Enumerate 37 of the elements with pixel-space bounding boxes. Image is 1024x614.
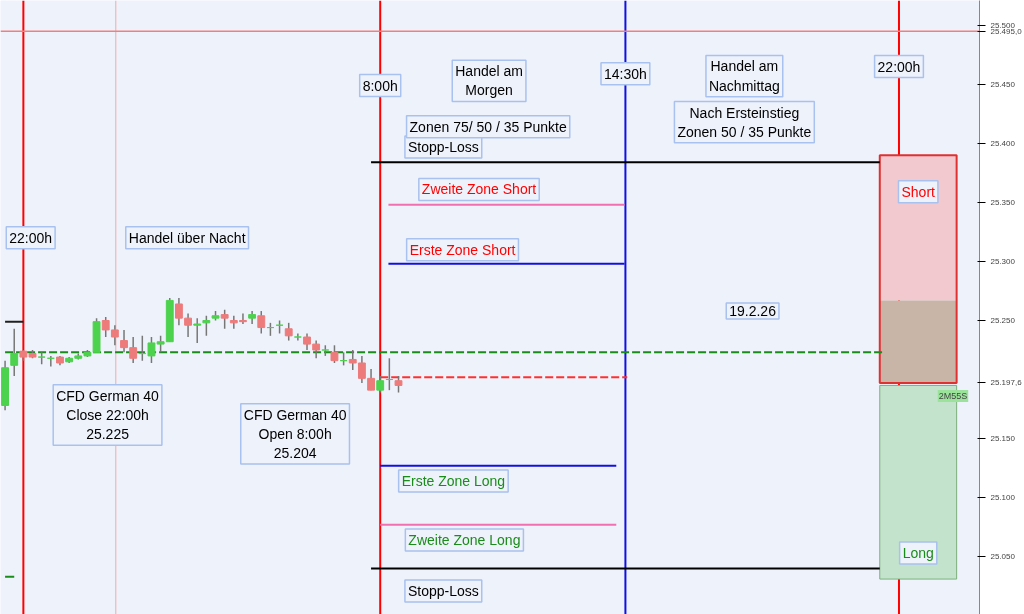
candlestick [220,309,229,330]
annotation: 19.2.26 [729,303,777,320]
y-tick-label: 25.400 [990,138,1016,148]
ref-line-label: Zweite Zone Long [408,532,521,549]
y-tick-label: 25.300 [990,256,1016,266]
annotation: 8:00h [362,77,398,94]
y-tick-label: 25.500 [990,20,1016,30]
y-tick-label: 25.250 [990,315,1016,325]
candlestick [202,315,211,337]
annotation: Handel am Morgen [455,63,523,99]
ref-line-label: Erste Zone Long [401,473,506,490]
y-tick-label: 25.100 [990,493,1016,503]
candlestick [293,332,302,342]
band-label: Long [902,545,934,562]
band-label: Short [901,183,936,200]
ref-line-label: Erste Zone Short [409,241,516,258]
y-tick-label: 25.197,6 [990,377,1023,387]
annotation: 14:30h [604,65,647,82]
ref-line-label: Stopp-Loss [407,138,479,155]
candlestick [193,317,202,344]
y-tick-label: 25.450 [990,79,1016,89]
annotation: CFD German 40 Close 22:00h 25.225 [56,387,160,443]
annotation: Handel am Nachmittag [708,58,780,94]
y-tick-label: 25.350 [990,197,1016,207]
annotation: Nach Ersteinstieg Zonen 50 / 35 Punkte [677,104,812,140]
candlestick [10,328,19,377]
annotation: 22:00h [9,229,53,246]
annotation: Zonen 75/ 50 / 35 Punkte [409,118,567,135]
annotation: CFD German 40 Open 8:00h 25.204 [243,406,347,462]
candlestick [257,310,266,335]
ref-line-label: Zweite Zone Short [421,181,537,198]
y-tick-label: 25.050 [990,552,1016,562]
annotation: Handel über Nacht [128,229,246,246]
annotation: 22:00h [877,58,921,75]
ref-line-label: Stopp-Loss [407,582,479,599]
annotation: 2M55S [938,391,968,402]
y-tick-label: 25.150 [990,434,1016,444]
